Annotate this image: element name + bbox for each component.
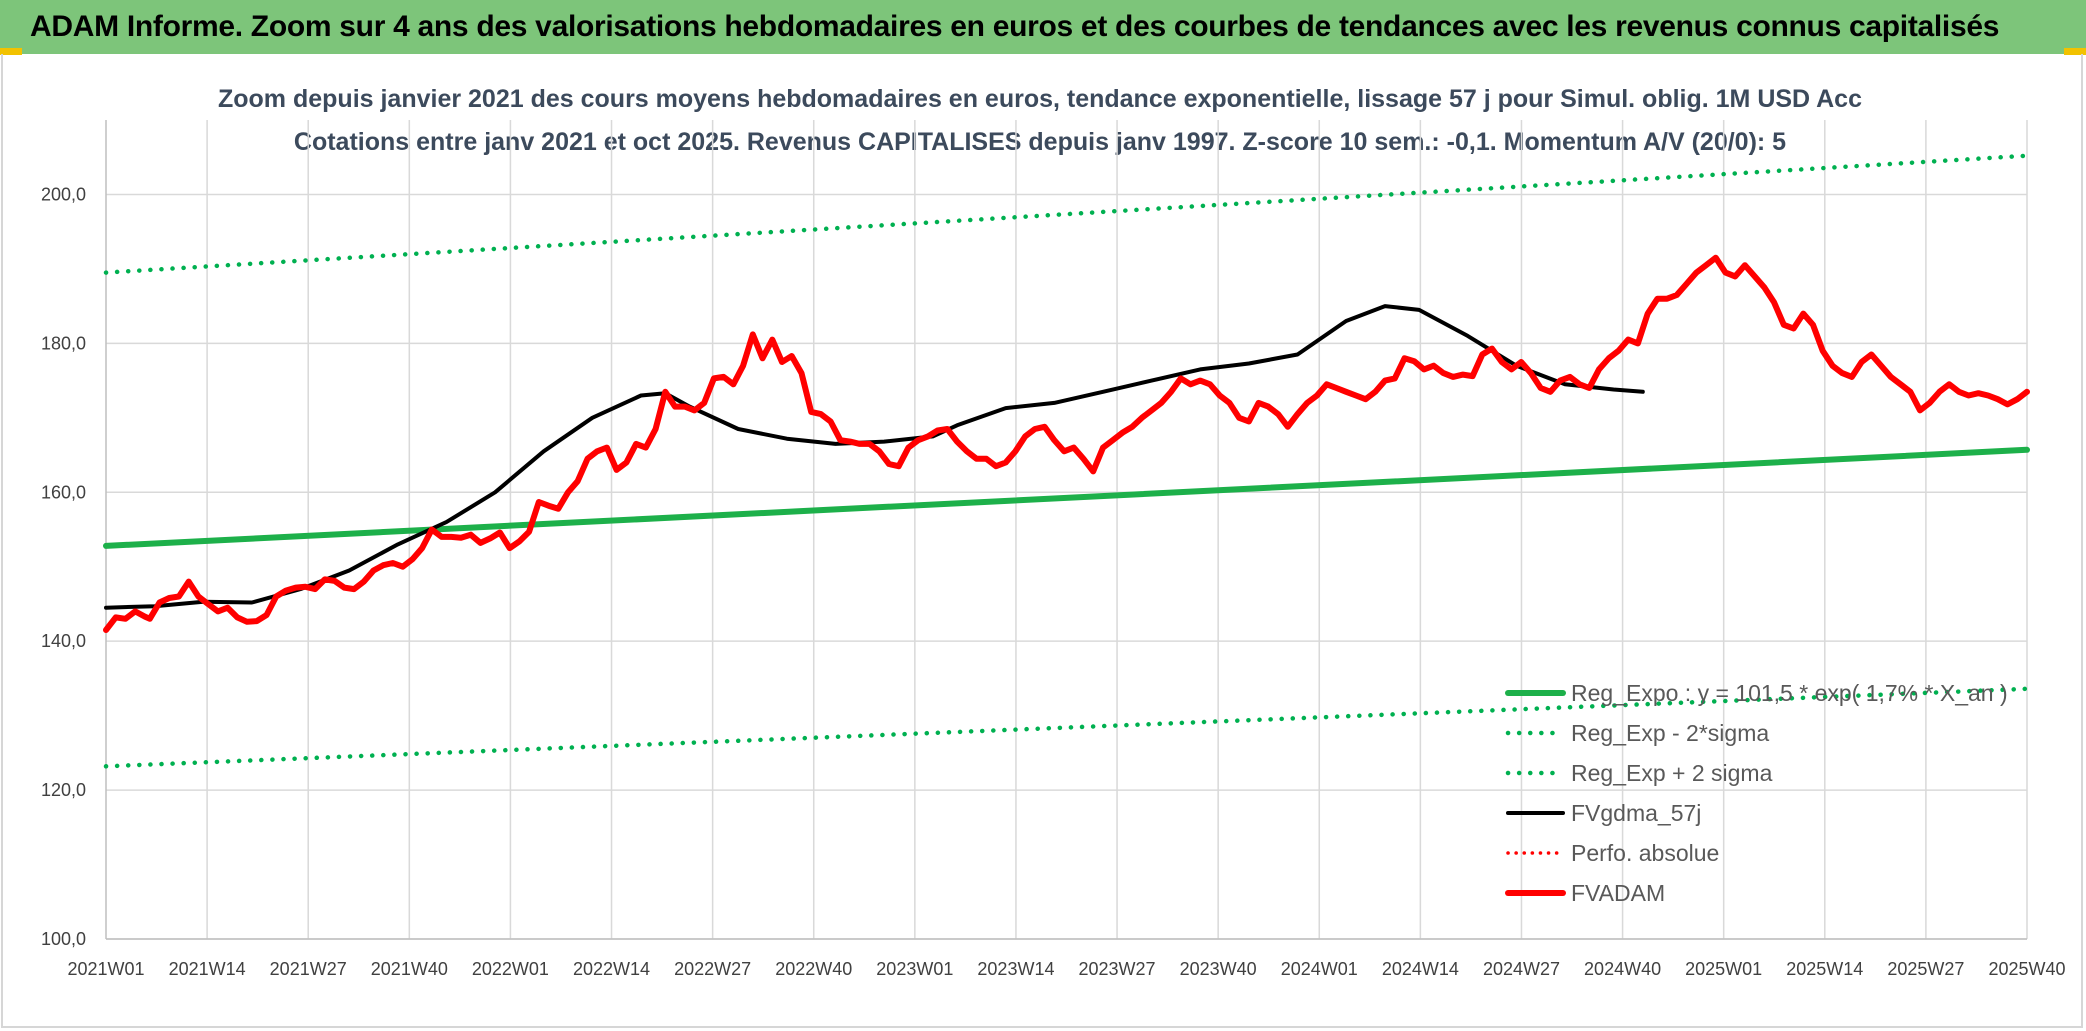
- x-tick-label: 2024W40: [1584, 959, 1661, 979]
- x-tick-label: 2025W14: [1786, 959, 1863, 979]
- x-tick-label: 2022W14: [573, 959, 650, 979]
- chart-subtitle: Cotations entre janv 2021 et oct 2025. R…: [294, 128, 1786, 156]
- x-tick-label: 2025W40: [1988, 959, 2065, 979]
- legend: Reg_Expo : y = 101,5 * exp( 1,7% * X_an …: [1505, 680, 2008, 906]
- x-tick-label: 2023W40: [1180, 959, 1257, 979]
- legend-label: Reg_Exp - 2*sigma: [1571, 720, 1769, 746]
- series-group: [103, 153, 2030, 769]
- y-tick-label: 200,0: [41, 184, 86, 204]
- gridlines: [106, 120, 2028, 940]
- corner-marker-right: [2064, 48, 2086, 55]
- x-tick-label: 2025W27: [1887, 959, 1964, 979]
- series-line-reg_exp: [103, 686, 2030, 769]
- x-tick-label: 2021W14: [169, 959, 246, 979]
- series-line-reg_exp: [103, 153, 2030, 275]
- series-line-fvgdma_57j: [104, 304, 1645, 610]
- legend-label: FVgdma_57j: [1571, 800, 1701, 826]
- y-tick-label: 180,0: [41, 333, 86, 353]
- axes: 100,0 120,0 140,0 160,0 180,0 200,0 2021W01 202…: [41, 120, 2066, 979]
- corner-marker-left: [0, 48, 22, 55]
- series-line-reg_expo: [103, 446, 2030, 549]
- x-tick-label: 2021W01: [67, 959, 144, 979]
- x-tick-label: 2021W40: [371, 959, 448, 979]
- chart-frame: [1, 54, 2083, 1028]
- x-tick-label: 2024W14: [1382, 959, 1459, 979]
- header-title: ADAM Informe. Zoom sur 4 ans des valoris…: [30, 10, 2000, 43]
- y-tick-label: 160,0: [41, 482, 86, 502]
- x-tick-label: 2022W40: [775, 959, 852, 979]
- x-tick-label: 2022W01: [472, 959, 549, 979]
- series-line-fvadam: [103, 254, 2030, 633]
- x-tick-label: 2025W01: [1685, 959, 1762, 979]
- legend-label: Reg_Exp + 2 sigma: [1571, 760, 1773, 786]
- y-tick-label: 140,0: [41, 631, 86, 651]
- x-tick-label: 2023W14: [977, 959, 1054, 979]
- y-tick-label: 120,0: [41, 780, 86, 800]
- x-tick-label: 2021W27: [270, 959, 347, 979]
- x-tick-label: 2024W01: [1281, 959, 1358, 979]
- legend-label: FVADAM: [1571, 880, 1665, 906]
- x-tick-label: 2023W01: [876, 959, 953, 979]
- legend-label: Reg_Expo : y = 101,5 * exp( 1,7% * X_an …: [1571, 680, 2008, 706]
- x-tick-label: 2023W27: [1079, 959, 1156, 979]
- y-tick-label: 100,0: [41, 929, 86, 949]
- chart-title: Zoom depuis janvier 2021 des cours moyen…: [218, 85, 1862, 113]
- header-banner: ADAM Informe. Zoom sur 4 ans des valoris…: [0, 0, 2086, 54]
- legend-label: Perfo. absolue: [1571, 840, 1719, 866]
- x-tick-label: 2022W27: [674, 959, 751, 979]
- x-tick-label: 2024W27: [1483, 959, 1560, 979]
